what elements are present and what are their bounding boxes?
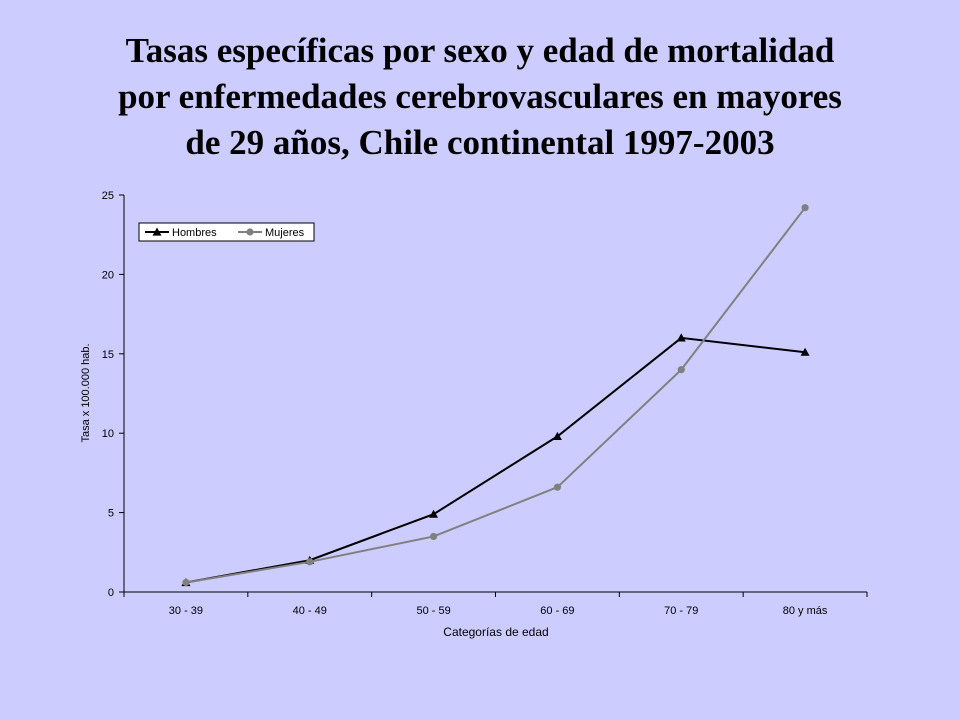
x-tick-label: 70 - 79 [664,605,698,617]
title-line-2: por enfermedades cerebrovasculares en ma… [118,77,842,116]
legend-marker-mujeres [246,228,254,236]
legend-label-mujeres: Mujeres [265,227,305,239]
data-point-mujeres [677,366,685,374]
data-point-mujeres [553,483,562,491]
title-line-3: de 29 años, Chile continental 1997-2003 [185,123,775,162]
x-tick-label: 60 - 69 [540,605,574,617]
chart-legend: Hombres Mujeres [138,222,315,242]
series-line-hombres [185,336,806,584]
data-point-hombres [676,333,686,342]
y-tick-label: 5 [108,508,114,520]
y-tick-label: 0 [108,587,114,599]
data-point-hombres [552,431,562,440]
data-point-hombres [800,347,810,356]
legend-box [138,222,315,242]
x-tick-label: 30 - 39 [169,605,203,617]
x-tick-label: 80 y más [783,605,828,617]
y-tick-label: 25 [102,190,114,202]
series-hombres [181,333,810,587]
series-line-mujeres [185,207,806,584]
chart-series [181,204,810,587]
y-axis-title: Tasa x 100.000 hab. [80,343,92,442]
data-point-mujeres [801,204,809,212]
legend-label-hombres: Hombres [172,227,217,239]
x-axis-title: Categorías de edad [443,625,548,639]
chart-ticks: 0 5 10 15 20 25 30 - 39 40 - 49 50 - 59 60 - 69 70… [102,190,868,617]
x-tick-label: 50 - 59 [416,605,450,617]
y-tick-label: 10 [102,428,114,440]
data-point-mujeres [182,578,190,587]
y-tick-label: 15 [102,349,114,361]
x-tick-label: 40 - 49 [293,605,327,617]
data-point-hombres [429,509,439,518]
y-tick-label: 20 [102,269,114,281]
chart-axes [123,195,867,593]
data-point-mujeres [306,558,314,566]
data-point-mujeres [429,532,438,541]
slide-title: Tasas específicas por sexo y edad de mor… [40,28,920,166]
legend-marker-hombres [152,227,162,236]
title-line-1: Tasas específicas por sexo y edad de mor… [125,31,835,70]
series-mujeres [182,204,809,587]
